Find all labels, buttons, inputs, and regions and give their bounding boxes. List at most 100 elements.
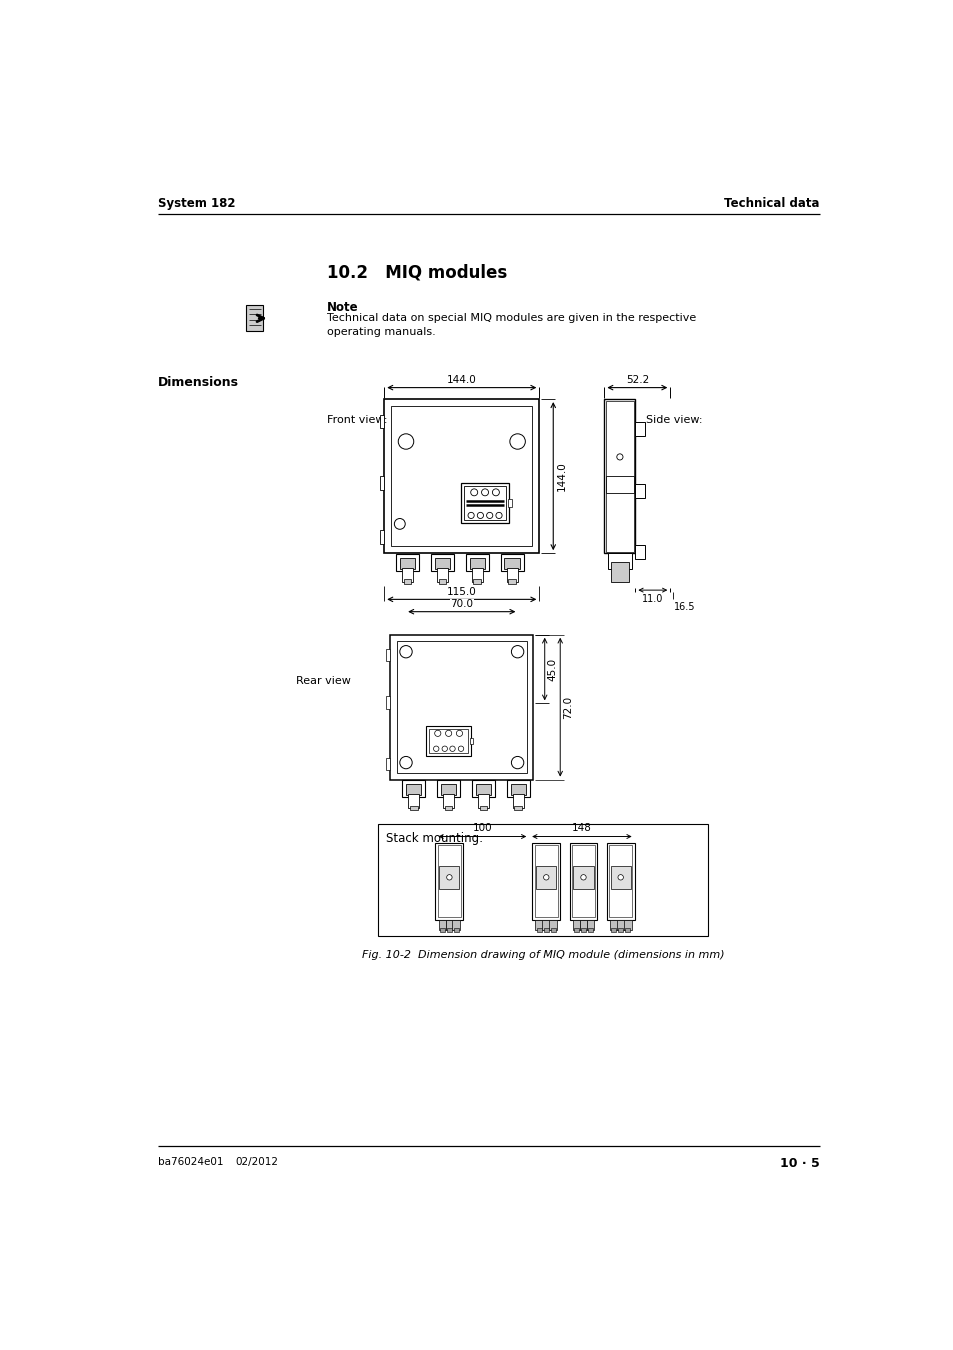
Bar xyxy=(535,919,542,930)
Bar xyxy=(617,919,624,930)
Circle shape xyxy=(433,747,438,752)
Circle shape xyxy=(394,518,405,529)
Bar xyxy=(464,486,505,520)
Text: Side view:: Side view: xyxy=(645,414,702,425)
Bar xyxy=(385,697,390,709)
Bar xyxy=(402,568,413,582)
Bar xyxy=(440,784,456,795)
Bar xyxy=(609,919,617,930)
Circle shape xyxy=(481,489,488,495)
Circle shape xyxy=(397,433,414,450)
Bar xyxy=(403,579,411,585)
Bar xyxy=(606,842,634,919)
Bar xyxy=(435,558,450,568)
Bar xyxy=(510,784,525,795)
Bar xyxy=(444,806,452,810)
Bar xyxy=(391,406,532,547)
Text: 144.0: 144.0 xyxy=(557,462,566,491)
Bar xyxy=(476,784,491,795)
Bar xyxy=(624,929,630,932)
Bar xyxy=(443,794,454,809)
Bar xyxy=(402,780,425,798)
Text: 45.0: 45.0 xyxy=(547,657,558,680)
Bar xyxy=(410,806,417,810)
Bar xyxy=(379,477,384,490)
Circle shape xyxy=(468,513,474,518)
Bar xyxy=(586,919,594,930)
Bar xyxy=(571,845,595,918)
Text: Note: Note xyxy=(327,301,358,313)
Circle shape xyxy=(435,730,440,736)
Text: 10.2   MIQ modules: 10.2 MIQ modules xyxy=(327,263,507,282)
Circle shape xyxy=(492,489,498,495)
Bar xyxy=(534,845,558,918)
Circle shape xyxy=(476,513,483,518)
Bar xyxy=(472,568,482,582)
Bar xyxy=(385,757,390,771)
Bar xyxy=(536,865,556,888)
Bar xyxy=(438,919,446,930)
Bar xyxy=(635,423,644,436)
Bar xyxy=(384,400,538,554)
Text: 70.0: 70.0 xyxy=(450,599,473,609)
Bar xyxy=(460,483,509,524)
Circle shape xyxy=(543,875,548,880)
Bar xyxy=(542,919,550,930)
Bar xyxy=(439,929,445,932)
Text: System 182: System 182 xyxy=(158,197,235,209)
Bar xyxy=(605,401,633,552)
Text: 144.0: 144.0 xyxy=(446,375,476,385)
Text: Rear view: Rear view xyxy=(295,676,351,686)
Text: ba76024e01: ba76024e01 xyxy=(158,1157,223,1166)
Bar xyxy=(399,558,415,568)
Text: 52.2: 52.2 xyxy=(625,375,648,385)
Text: Stack mounting:: Stack mounting: xyxy=(385,832,482,845)
Bar xyxy=(623,919,631,930)
Bar xyxy=(465,554,488,571)
Bar xyxy=(395,554,418,571)
Bar xyxy=(608,554,631,568)
Bar xyxy=(506,568,517,582)
Bar xyxy=(396,641,526,774)
Text: 100: 100 xyxy=(472,822,492,833)
Bar xyxy=(580,929,585,932)
Bar xyxy=(550,929,556,932)
Text: 115.0: 115.0 xyxy=(446,587,476,597)
Bar xyxy=(408,794,418,809)
Text: Fig. 10-2  Dimension drawing of MIQ module (dimensions in mm): Fig. 10-2 Dimension drawing of MIQ modul… xyxy=(361,949,723,960)
Bar xyxy=(429,729,468,753)
Bar xyxy=(513,794,523,809)
Text: 02/2012: 02/2012 xyxy=(235,1157,278,1166)
Bar xyxy=(605,477,633,493)
Circle shape xyxy=(399,645,412,657)
Bar xyxy=(635,483,644,498)
Bar xyxy=(504,558,519,568)
Circle shape xyxy=(511,756,523,768)
Bar xyxy=(549,919,557,930)
Bar xyxy=(377,825,707,936)
Bar xyxy=(406,784,421,795)
Text: 10 · 5: 10 · 5 xyxy=(780,1157,819,1170)
Bar xyxy=(436,780,459,798)
Bar xyxy=(618,929,622,932)
Bar xyxy=(426,726,471,756)
Bar xyxy=(469,738,473,744)
Bar xyxy=(379,531,384,544)
Text: 11.0: 11.0 xyxy=(641,594,663,603)
Bar xyxy=(445,919,453,930)
Circle shape xyxy=(470,489,477,495)
Bar xyxy=(610,865,630,888)
Circle shape xyxy=(509,433,525,450)
Bar xyxy=(514,806,521,810)
Circle shape xyxy=(449,747,455,752)
Bar xyxy=(472,780,495,798)
Bar xyxy=(479,806,487,810)
Bar xyxy=(436,568,447,582)
Circle shape xyxy=(618,875,622,880)
Circle shape xyxy=(399,756,412,768)
Bar xyxy=(543,929,548,932)
Text: 148: 148 xyxy=(572,822,591,833)
Bar xyxy=(473,579,480,585)
Bar xyxy=(439,865,459,888)
Bar xyxy=(379,414,384,428)
